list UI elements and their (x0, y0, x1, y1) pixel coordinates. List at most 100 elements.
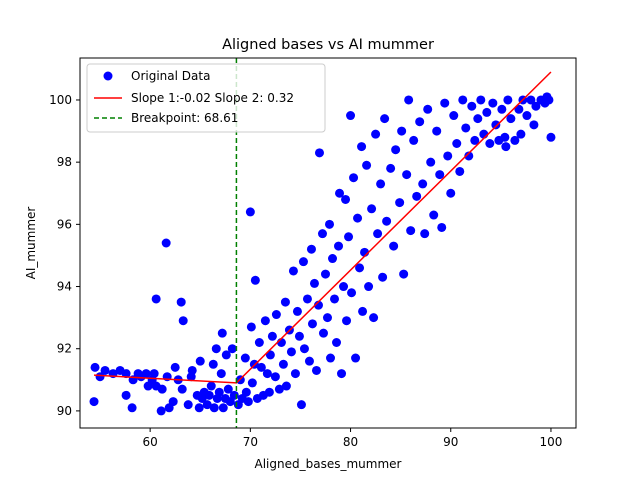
data-point (243, 397, 253, 407)
data-point (141, 369, 151, 379)
plot-marks (89, 58, 556, 428)
x-tick-label: 70 (243, 435, 258, 449)
data-point (506, 114, 516, 124)
data-point (514, 104, 524, 114)
data-point (307, 319, 317, 329)
data-point (418, 179, 428, 189)
data-point (195, 356, 205, 366)
data-point (214, 387, 224, 397)
data-point (449, 111, 459, 121)
data-point (500, 132, 510, 142)
data-point (364, 282, 374, 292)
data-point (353, 213, 363, 223)
data-point (296, 400, 306, 410)
data-point (337, 369, 347, 379)
data-point (395, 198, 405, 208)
data-point (168, 397, 178, 407)
data-point (286, 347, 296, 357)
data-point (485, 139, 495, 149)
data-point (290, 369, 300, 379)
data-point (473, 114, 483, 124)
data-point (409, 135, 419, 145)
data-point (294, 331, 304, 341)
data-point (426, 157, 436, 167)
data-point (298, 257, 308, 267)
data-point (202, 400, 212, 410)
data-point (344, 232, 354, 242)
data-point (170, 362, 180, 372)
legend-label-fit: Slope 1:-0.02 Slope 2: 0.32 (131, 91, 294, 105)
data-point (156, 406, 166, 416)
data-point (330, 294, 340, 304)
data-point (355, 263, 365, 273)
data-point (342, 316, 352, 326)
data-point (121, 369, 131, 379)
data-point (206, 381, 216, 391)
data-point (183, 400, 193, 410)
data-point (386, 163, 396, 173)
data-point (265, 350, 275, 360)
data-point (461, 123, 471, 133)
data-point (221, 350, 231, 360)
data-point (314, 148, 324, 158)
data-point (497, 104, 507, 114)
data-point (288, 266, 298, 276)
data-point (440, 98, 450, 108)
data-point (218, 403, 228, 413)
data-point (322, 313, 332, 323)
data-point (443, 151, 453, 161)
data-point (100, 365, 110, 375)
legend: Original Data Slope 1:-0.02 Slope 2: 0.3… (86, 63, 326, 133)
data-point (491, 120, 501, 130)
y-tick-label: 96 (57, 217, 72, 231)
data-point (240, 353, 250, 363)
y-tick-label: 90 (57, 404, 72, 418)
x-tick-label: 100 (539, 435, 562, 449)
data-point (121, 390, 131, 400)
data-point (216, 369, 226, 379)
data-point (278, 359, 288, 369)
data-point (488, 98, 498, 108)
data-point (367, 204, 377, 214)
y-axis-label: AI_mummer (24, 207, 38, 280)
data-point (339, 282, 349, 292)
data-point (341, 194, 351, 204)
data-point (349, 173, 359, 183)
data-point (161, 238, 171, 248)
data-point (250, 275, 260, 285)
data-point (452, 139, 462, 149)
data-point (529, 120, 539, 130)
data-point (90, 362, 100, 372)
data-point (267, 331, 277, 341)
data-point (399, 269, 409, 279)
data-point (526, 95, 536, 105)
data-point (446, 188, 456, 198)
data-point (470, 135, 480, 145)
data-point (176, 297, 186, 307)
data-point (503, 95, 513, 105)
data-point (402, 170, 412, 180)
data-point (241, 387, 251, 397)
y-axis: 90 92 94 96 98 100 (49, 93, 80, 418)
x-tick-label: 60 (143, 435, 158, 449)
data-point (362, 160, 372, 170)
data-point (423, 104, 433, 114)
data-point (334, 241, 344, 251)
data-point (522, 111, 532, 121)
data-point (326, 353, 336, 363)
data-point (254, 337, 264, 347)
data-point (464, 151, 474, 161)
data-point (455, 166, 465, 176)
x-axis-label: Aligned_bases_mummer (255, 457, 402, 471)
data-point (429, 210, 439, 220)
data-point (127, 403, 137, 413)
data-point (391, 145, 401, 155)
data-point (260, 316, 270, 326)
data-point (309, 278, 319, 288)
data-point (209, 403, 219, 413)
data-point (373, 229, 383, 239)
data-point (382, 216, 392, 226)
data-point (318, 328, 328, 338)
data-point (217, 328, 227, 338)
